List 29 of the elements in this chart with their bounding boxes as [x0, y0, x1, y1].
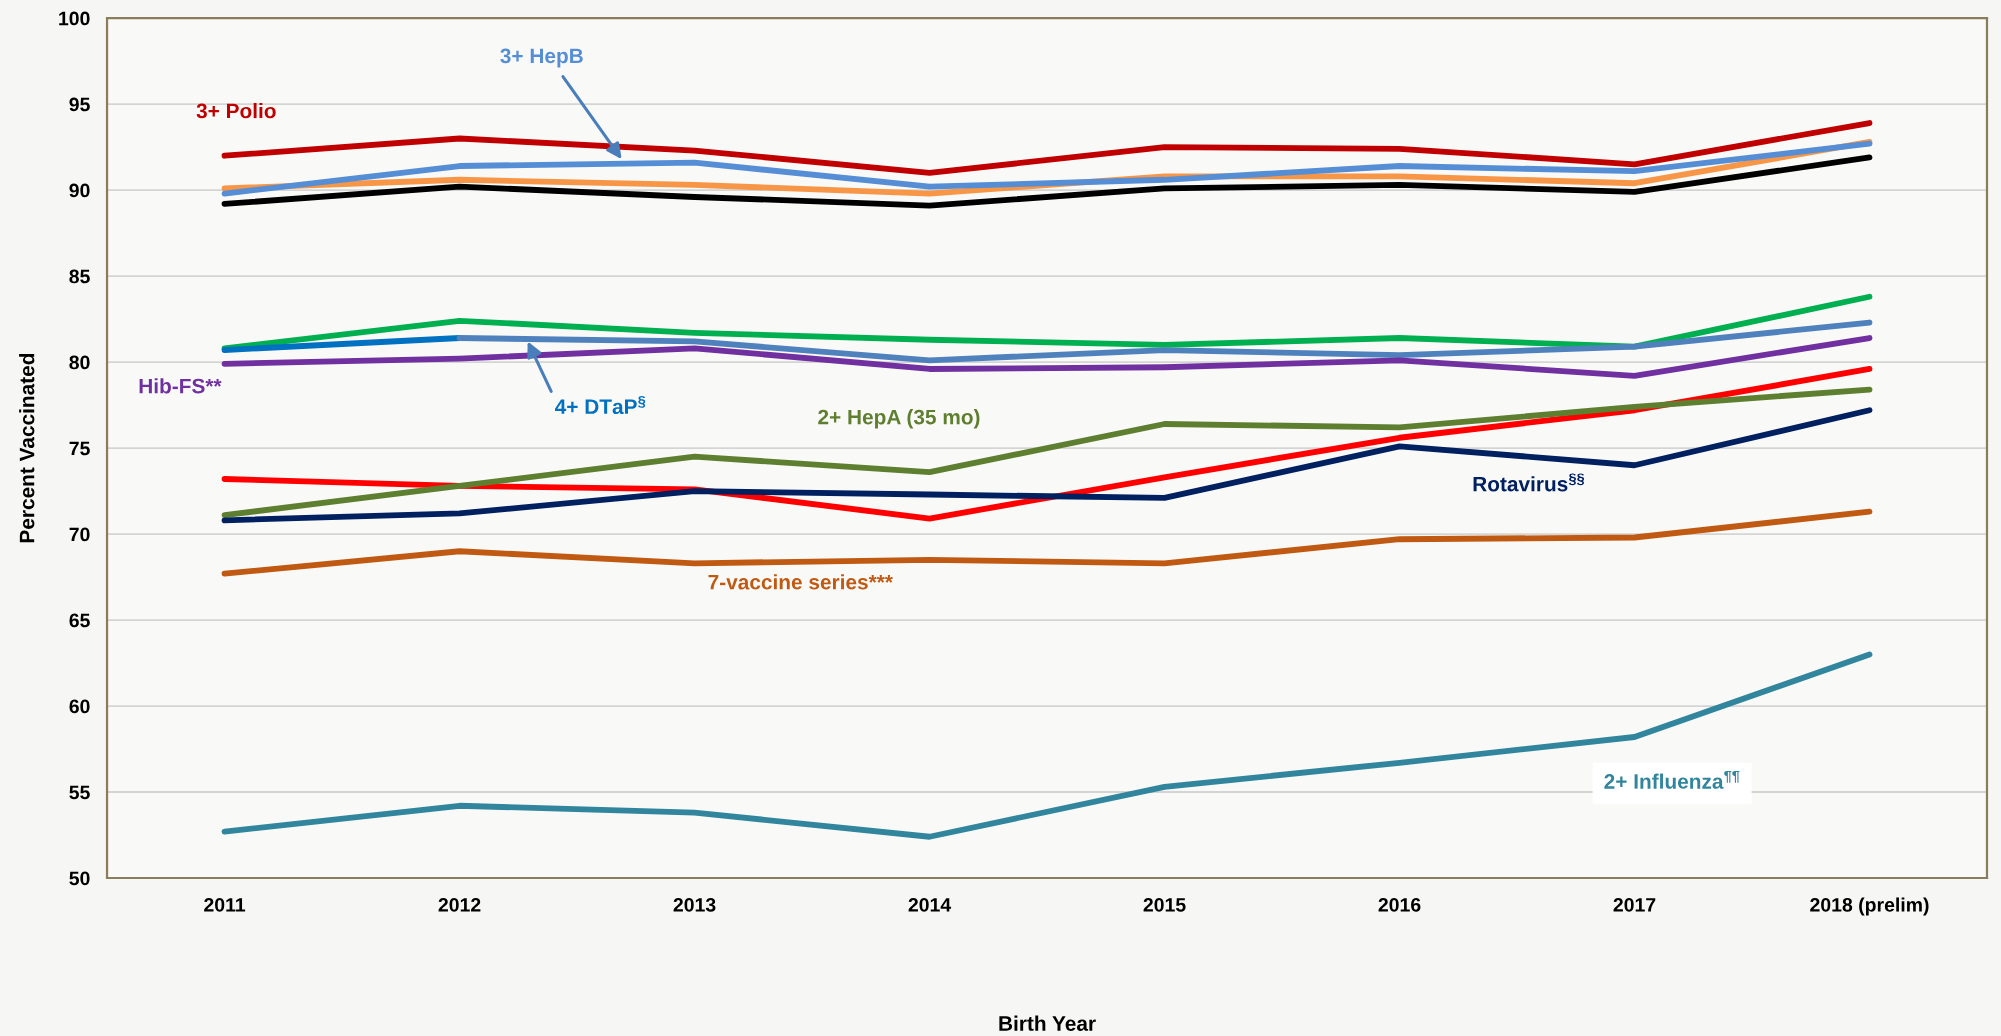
- y-tick-label: 95: [69, 97, 90, 112]
- series-label: Hib-FS**: [139, 378, 222, 394]
- x-tick-label: 2011: [204, 897, 246, 912]
- y-tick-label: 90: [69, 183, 90, 198]
- y-tick-label: 70: [69, 527, 90, 542]
- series-label: 2+ HepA (35 mo): [818, 409, 980, 429]
- x-tick-label: 2016: [1378, 897, 1421, 912]
- series-label: 7-vaccine series***: [708, 574, 893, 590]
- x-tick-label: 2015: [1143, 897, 1186, 912]
- y-tick-label: 100: [59, 11, 90, 26]
- series-label: 3+ Polio: [196, 103, 276, 119]
- x-axis-title: Birth Year: [999, 1015, 1096, 1031]
- y-axis-title: Percent Vaccinated: [19, 353, 35, 543]
- y-tick-label: 85: [69, 269, 90, 284]
- text: 4+ DTaP$^{§}$: [555, 395, 646, 415]
- y-tick-label: 65: [69, 613, 90, 628]
- y-tick-label: 55: [69, 785, 90, 800]
- text: 3+ HepB: [500, 48, 583, 68]
- y-tick-label: 60: [69, 699, 90, 714]
- x-tick-label: 2017: [1613, 897, 1656, 912]
- series-label: Rotavirus$^{§§}$: [1473, 473, 1585, 492]
- series-label: 2+ Influenza$^{¶¶}$: [1604, 770, 1740, 789]
- x-tick-label: 2014: [908, 897, 952, 912]
- x-tick-label: 2018 (prelim): [1810, 897, 1929, 916]
- y-tick-label: 50: [69, 871, 90, 886]
- y-tick-label: 75: [69, 441, 90, 456]
- x-tick-label: 2012: [438, 897, 481, 912]
- y-tick-label: 80: [69, 355, 90, 370]
- x-tick-label: 2013: [673, 897, 716, 912]
